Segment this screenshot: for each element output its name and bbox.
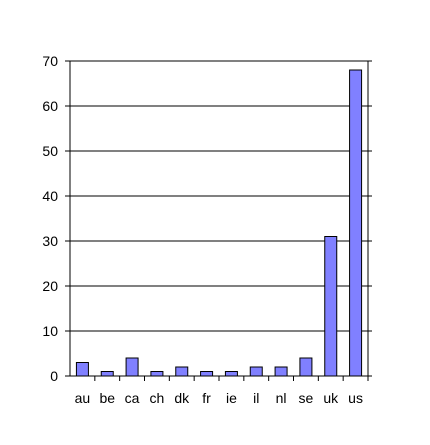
y-tick-label: 50 bbox=[42, 143, 58, 159]
bar-nl bbox=[274, 366, 288, 377]
x-tick-label-dk: dk bbox=[174, 390, 190, 406]
bar-uk bbox=[324, 236, 338, 377]
x-tick-label-us: us bbox=[348, 390, 363, 406]
bar-fr bbox=[200, 371, 214, 377]
bar-ca bbox=[125, 357, 139, 377]
bar-se bbox=[299, 357, 313, 377]
y-tick-label: 10 bbox=[42, 323, 58, 339]
y-tick-label: 60 bbox=[42, 98, 58, 114]
x-tick-label-uk: uk bbox=[323, 390, 339, 406]
x-tick-label-nl: nl bbox=[276, 390, 287, 406]
y-tick-label: 20 bbox=[42, 278, 58, 294]
x-tick-label-il: il bbox=[253, 390, 259, 406]
x-tick-label-fr: fr bbox=[202, 390, 211, 406]
bar-us bbox=[349, 69, 363, 377]
x-tick-label-ie: ie bbox=[226, 390, 237, 406]
x-tick-label-se: se bbox=[299, 390, 314, 406]
bars bbox=[75, 69, 363, 377]
tick-labels: 0 10 20 30 40 50 60 70 au be ca ch dk fr ie il nl se uk us bbox=[42, 53, 363, 406]
bar-dk bbox=[175, 366, 189, 377]
bar-ch bbox=[150, 371, 164, 377]
y-tick-label: 0 bbox=[50, 368, 58, 384]
x-tick-label-ca: ca bbox=[125, 390, 140, 406]
x-tick-label-ch: ch bbox=[150, 390, 165, 406]
bar-ie bbox=[224, 371, 238, 377]
bar-be bbox=[100, 371, 114, 377]
y-tick-label: 40 bbox=[42, 188, 58, 204]
axes bbox=[65, 60, 372, 381]
y-tick-label: 30 bbox=[42, 233, 58, 249]
x-tick-label-au: au bbox=[75, 390, 91, 406]
gridlines bbox=[70, 60, 368, 332]
x-tick-label-be: be bbox=[99, 390, 115, 406]
y-tick-label: 70 bbox=[42, 53, 58, 69]
bar-il bbox=[249, 366, 263, 377]
bar-au bbox=[75, 362, 89, 377]
